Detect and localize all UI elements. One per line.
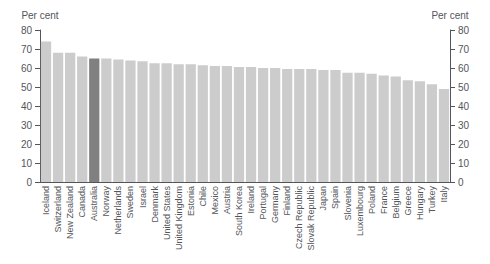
svg-text:60: 60 [21,63,33,74]
svg-text:United Kingdom: United Kingdom [174,186,184,250]
svg-text:France: France [379,186,389,214]
svg-text:South Korea: South Korea [234,186,244,236]
svg-text:10: 10 [21,158,33,169]
svg-text:Slovak Republic: Slovak Republic [306,186,316,251]
svg-text:Sweden: Sweden [125,186,135,219]
svg-text:20: 20 [458,139,470,150]
svg-text:Belgium: Belgium [391,186,401,219]
svg-text:70: 70 [458,44,470,55]
svg-text:Iceland: Iceland [41,186,51,215]
svg-text:60: 60 [458,63,470,74]
svg-text:70: 70 [21,44,33,55]
svg-text:Hungary: Hungary [415,186,425,221]
svg-text:Slovenia: Slovenia [343,186,353,221]
svg-text:10: 10 [458,158,470,169]
svg-text:Luxembourg: Luxembourg [355,186,365,236]
svg-text:80: 80 [21,25,33,36]
svg-text:Ireland: Ireland [246,186,256,214]
svg-text:Per cent: Per cent [431,10,468,21]
svg-text:0: 0 [458,177,464,188]
svg-text:Japan: Japan [318,186,328,211]
svg-text:50: 50 [21,82,33,93]
svg-text:Mexico: Mexico [210,186,220,215]
svg-text:0: 0 [26,177,32,188]
svg-text:Switzerland: Switzerland [53,186,63,233]
svg-text:Norway: Norway [101,186,111,217]
svg-text:United States: United States [162,186,172,241]
svg-text:30: 30 [458,120,470,131]
svg-text:Poland: Poland [367,186,377,214]
svg-text:Denmark: Denmark [150,186,160,223]
svg-text:Australia: Australia [89,186,99,221]
svg-text:Per cent: Per cent [21,10,58,21]
svg-text:50: 50 [458,82,470,93]
svg-text:New Zealand: New Zealand [65,186,75,239]
svg-text:40: 40 [21,101,33,112]
svg-text:80: 80 [458,25,470,36]
svg-text:Turkey: Turkey [427,186,437,214]
svg-text:Israel: Israel [138,186,148,208]
svg-text:Chile: Chile [198,186,208,207]
svg-text:Italy: Italy [439,186,449,203]
svg-text:Estonia: Estonia [186,186,196,216]
svg-text:Portugal: Portugal [258,186,268,220]
svg-text:Czech Republic: Czech Republic [294,186,304,250]
svg-text:Spain: Spain [330,186,340,209]
svg-text:Germany: Germany [270,186,280,224]
svg-text:Austria: Austria [222,186,232,214]
svg-text:30: 30 [21,120,33,131]
svg-text:Netherlands: Netherlands [113,186,123,235]
svg-text:Greece: Greece [403,186,413,216]
svg-text:20: 20 [21,139,33,150]
svg-text:Finland: Finland [282,186,292,216]
svg-text:Canada: Canada [77,186,87,218]
svg-text:40: 40 [458,101,470,112]
